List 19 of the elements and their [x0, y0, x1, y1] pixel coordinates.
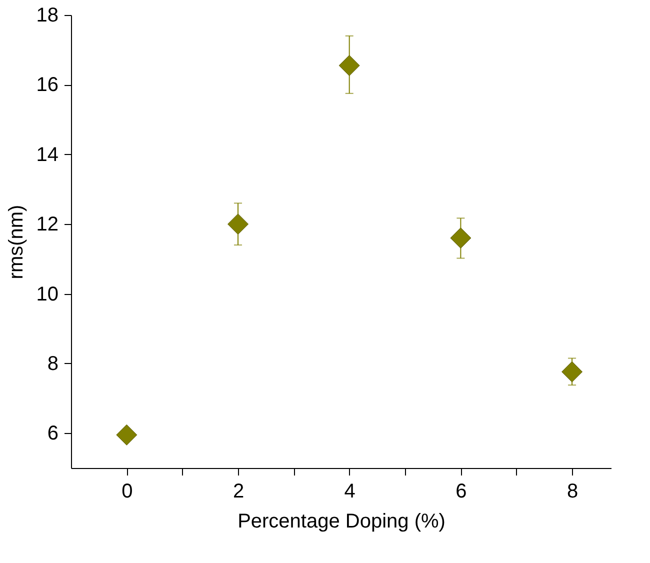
x-axis-title: Percentage Doping (%): [238, 510, 446, 532]
point: [116, 424, 138, 446]
x-tick-label: 4: [344, 480, 356, 502]
x-tick-label: 8: [566, 480, 578, 502]
y-tick-label: 10: [36, 283, 58, 306]
y-tick-label: 16: [36, 74, 58, 96]
y-tick-label: 6: [47, 422, 58, 445]
y-tick-label: 14: [36, 144, 58, 166]
point: [562, 361, 583, 382]
point: [338, 55, 360, 76]
point: [450, 228, 472, 249]
x-tick-label: 0: [122, 480, 133, 502]
x-tick-label: 2: [232, 480, 244, 502]
y-axis-title: rms(nm): [5, 204, 28, 280]
x-tick-label: 6: [456, 480, 467, 502]
y-tick-label: 12: [36, 214, 58, 236]
point: [228, 214, 249, 235]
y-tick-label: 18: [36, 4, 58, 26]
y-tick-label: 8: [47, 352, 58, 375]
